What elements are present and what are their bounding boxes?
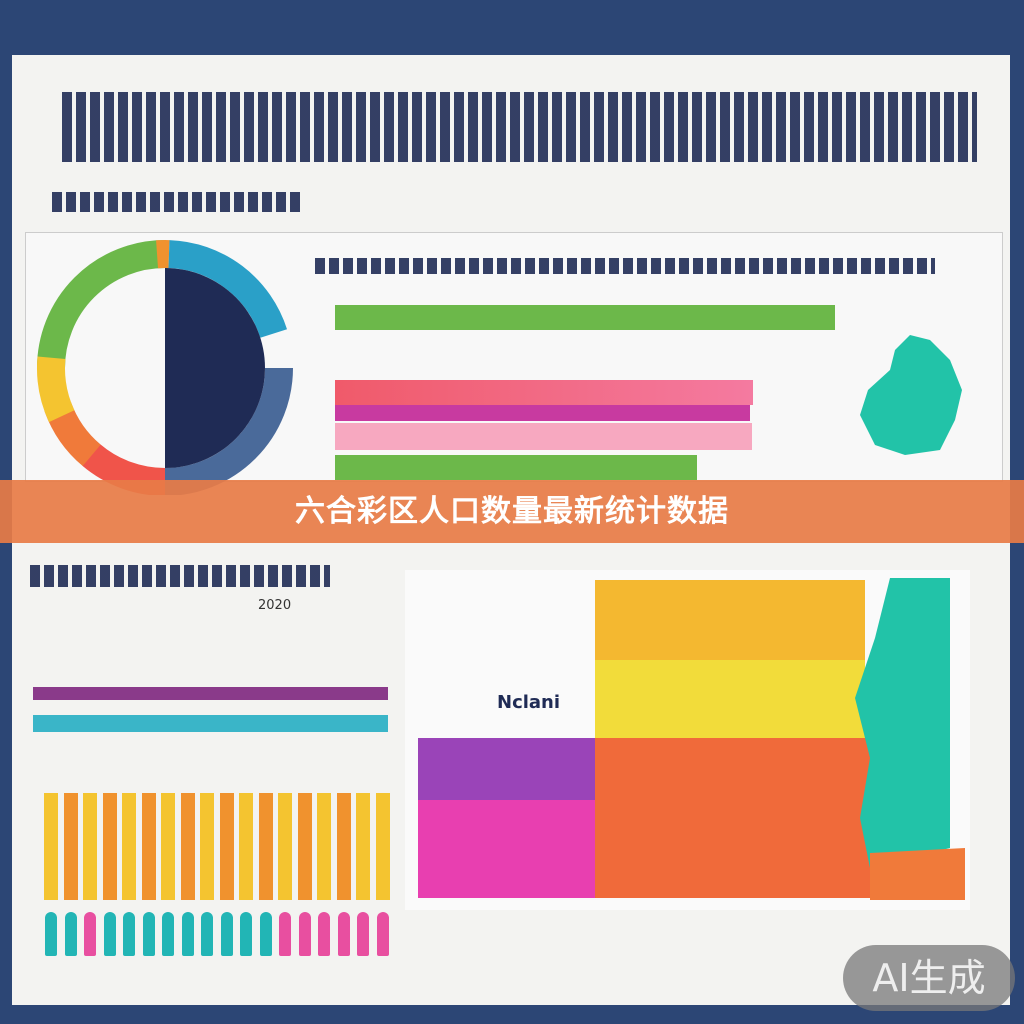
pin-marker (162, 912, 174, 956)
vertical-bar (161, 793, 175, 900)
year-label: 2020 (258, 598, 292, 613)
pin-marker (220, 912, 233, 956)
donut-center-half (165, 268, 265, 468)
donut-chart (36, 239, 293, 495)
bar-green-1 (335, 305, 835, 330)
pin-marker (181, 912, 194, 956)
bar-pink (335, 423, 752, 450)
bar-magenta (335, 405, 750, 421)
vertical-bar (219, 793, 234, 900)
poster-title-lettering (62, 92, 977, 162)
pin-marker (240, 912, 252, 956)
title-banner: 六合彩区人口数量最新统计数据 (0, 480, 1024, 543)
vertical-bar (278, 793, 292, 900)
vertical-bar (239, 793, 253, 900)
vertical-bar (317, 793, 331, 900)
pin-marker (64, 912, 77, 956)
bar-panel-heading (315, 258, 935, 274)
region-label: Nclani (497, 692, 561, 713)
donut-segment-blue (36, 239, 293, 495)
vertical-bar (258, 793, 273, 900)
map-shape-bottom (855, 578, 965, 900)
block-magenta (418, 800, 595, 898)
pin-marker (123, 912, 135, 956)
bar-chart-header-purple (33, 687, 388, 700)
pin-marker (45, 912, 57, 956)
vertical-bar (141, 793, 156, 900)
pin-marker (318, 912, 330, 956)
pin-marker (84, 912, 96, 956)
vertical-bar (375, 793, 390, 900)
block-yellow-light (595, 660, 865, 738)
poster-subtitle-lettering (52, 192, 300, 212)
pin-marker (103, 912, 116, 956)
pin-marker (142, 912, 155, 956)
block-purple (418, 738, 595, 800)
vertical-bar (122, 793, 136, 900)
pin-marker (376, 912, 389, 956)
ai-generated-badge: AI生成 (843, 945, 1015, 1011)
vertical-bar (63, 793, 78, 900)
pin-marker (357, 912, 369, 956)
pin-marker (201, 912, 213, 956)
vertical-bar (44, 793, 58, 900)
vertical-bar (102, 793, 117, 900)
bar-chart-header-teal (33, 715, 388, 732)
block-yellow (595, 580, 865, 660)
vertical-bar (200, 793, 214, 900)
vertical-bar (336, 793, 351, 900)
bar-red (335, 380, 753, 405)
vertical-bar (180, 793, 195, 900)
donut-segment-yellow (37, 240, 293, 495)
pin-marker (279, 912, 291, 956)
lower-left-heading (30, 565, 330, 587)
vertical-bar (83, 793, 97, 900)
vertical-bar (356, 793, 370, 900)
map-shape-top (860, 335, 962, 455)
pin-marker (298, 912, 311, 956)
block-orange (595, 738, 870, 898)
pin-marker (259, 912, 272, 956)
vertical-bar (297, 793, 312, 900)
bar-green-2 (335, 455, 697, 480)
pin-marker (337, 912, 350, 956)
